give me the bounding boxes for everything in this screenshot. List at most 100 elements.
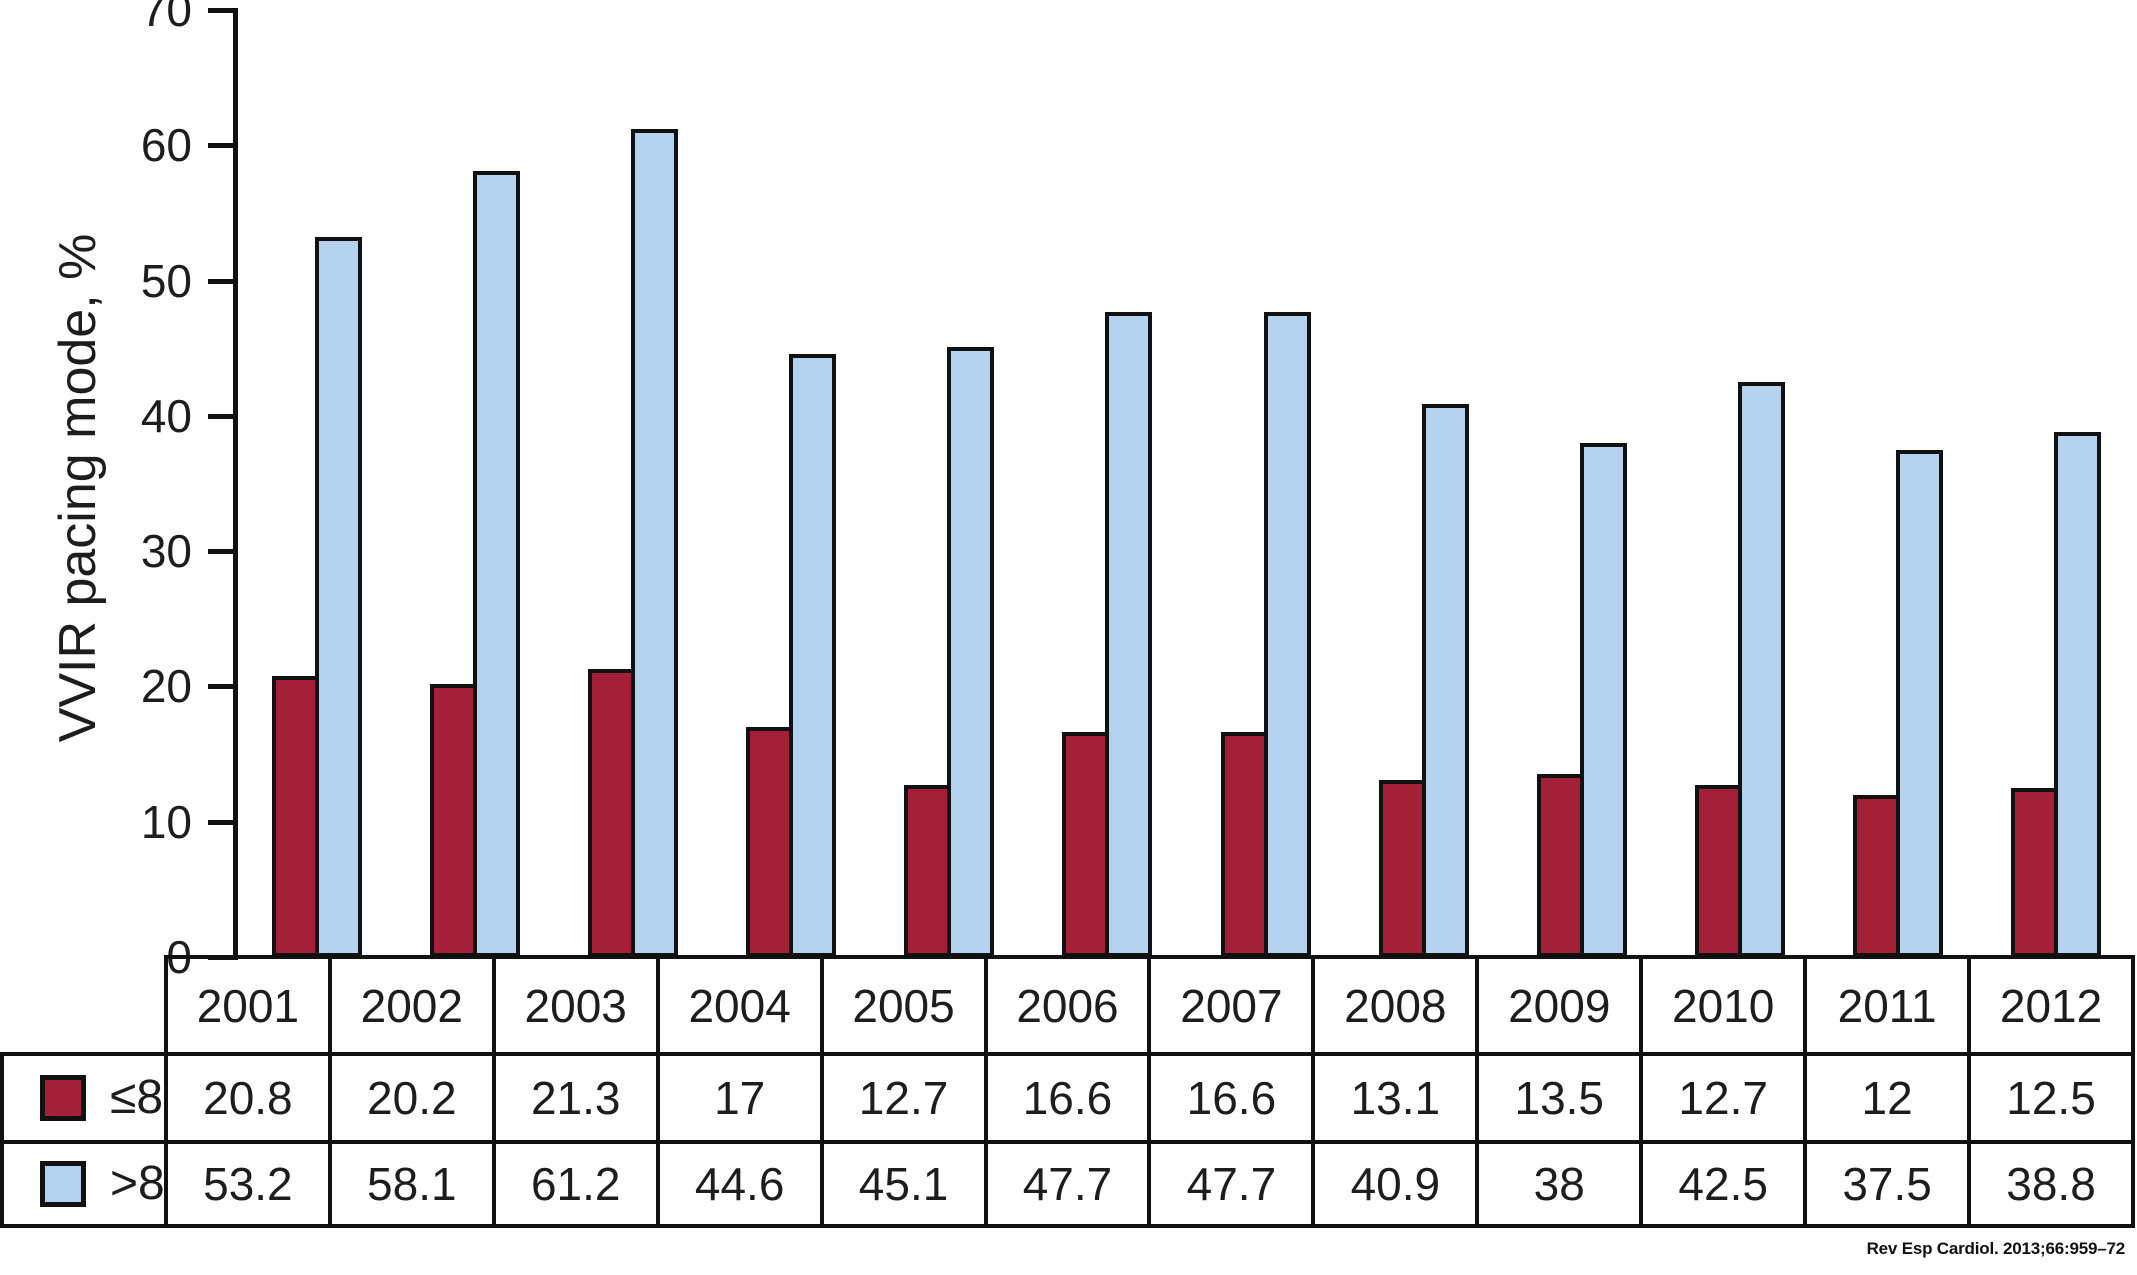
year-cell-2005: 2005 — [819, 955, 988, 1056]
bars-region — [238, 10, 2135, 957]
value-gt80-2010: 42.5 — [1639, 1140, 1808, 1228]
bar-pair-2011 — [1852, 10, 1943, 957]
value-le80-2011: 12 — [1803, 1052, 1972, 1144]
year-cell-2007: 2007 — [1147, 955, 1316, 1056]
year-cell-2001: 2001 — [163, 955, 332, 1056]
y-tick-mark — [208, 8, 238, 13]
bar-gt80-2004 — [789, 353, 837, 957]
bar-pair-2006 — [1062, 10, 1153, 957]
y-tick-mark — [208, 549, 238, 555]
bar-pair-2003 — [588, 10, 679, 957]
value-gt80-2001: 53.2 — [163, 1140, 332, 1228]
bar-le80-2003 — [588, 668, 636, 957]
bar-le80-2011 — [1852, 794, 1900, 957]
value-le80-2010: 12.7 — [1639, 1052, 1808, 1144]
year-header-row: 2001 2002 2003 2004 2005 2006 2007 2008 2009 2010… — [2, 955, 2135, 1056]
year-column-2012 — [1977, 10, 2135, 957]
y-tick-label: 20 — [140, 660, 192, 713]
year-column-2001 — [238, 10, 396, 957]
bar-gt80-2006 — [1105, 311, 1153, 957]
year-cell-2012: 2012 — [1967, 955, 2135, 1056]
value-le80-2001: 20.8 — [163, 1052, 332, 1144]
data-table: 2001 2002 2003 2004 2005 2006 2007 2008 2009 2010… — [0, 955, 2135, 1228]
year-cell-2008: 2008 — [1311, 955, 1480, 1056]
y-tick-mark — [208, 819, 238, 825]
value-le80-2012: 12.5 — [1967, 1052, 2135, 1144]
bar-le80-2006 — [1062, 732, 1110, 957]
year-cell-2002: 2002 — [327, 955, 496, 1056]
y-tick-label: 70 — [140, 0, 192, 36]
value-gt80-2005: 45.1 — [819, 1140, 988, 1228]
year-column-2009 — [1503, 10, 1661, 957]
bar-gt80-2009 — [1579, 442, 1627, 957]
bar-pair-2009 — [1536, 10, 1627, 957]
value-le80-2007: 16.6 — [1147, 1052, 1316, 1144]
bar-gt80-2002 — [473, 171, 521, 957]
value-gt80-2012: 38.8 — [1967, 1140, 2135, 1228]
value-le80-2004: 17 — [655, 1052, 824, 1144]
bar-gt80-2007 — [1263, 311, 1311, 957]
bar-le80-2004 — [746, 727, 794, 957]
value-gt80-2003: 61.2 — [491, 1140, 660, 1228]
plot-area: 0 10 20 30 40 50 60 70 — [141, 0, 2135, 983]
value-gt80-2007: 47.7 — [1147, 1140, 1316, 1228]
year-cell-2003: 2003 — [491, 955, 660, 1056]
bar-pair-2012 — [2010, 10, 2101, 957]
value-le80-2008: 13.1 — [1311, 1052, 1480, 1144]
bar-gt80-2008 — [1421, 403, 1469, 957]
year-column-2005 — [870, 10, 1028, 957]
bar-le80-2002 — [430, 683, 478, 957]
table-corner-spacer — [2, 957, 166, 1054]
y-tick-mark — [208, 278, 238, 284]
legend-swatch-gt80-icon — [40, 1161, 86, 1207]
bar-le80-2005 — [904, 785, 952, 957]
legend-entry-le80: ≤80 — [6, 1074, 162, 1122]
value-gt80-2002: 58.1 — [327, 1140, 496, 1228]
year-column-2011 — [1819, 10, 1977, 957]
value-le80-2005: 12.7 — [819, 1052, 988, 1144]
year-column-2008 — [1345, 10, 1503, 957]
value-le80-2006: 16.6 — [983, 1052, 1152, 1144]
y-tick-label: 10 — [140, 795, 192, 848]
bar-pair-2005 — [904, 10, 995, 957]
value-gt80-2009: 38 — [1475, 1140, 1644, 1228]
legend-label-gt80: >80 — [110, 1157, 165, 1210]
y-axis-line — [233, 8, 238, 959]
value-gt80-2008: 40.9 — [1311, 1140, 1480, 1228]
y-tick-mark — [208, 143, 238, 149]
bar-gt80-2005 — [947, 346, 995, 957]
bar-le80-2008 — [1378, 779, 1426, 957]
y-tick-mark — [208, 413, 238, 419]
bar-pair-2001 — [272, 10, 363, 957]
bar-le80-2010 — [1694, 785, 1742, 957]
bar-gt80-2011 — [1895, 449, 1943, 957]
bar-le80-2012 — [2010, 787, 2058, 957]
value-gt80-2006: 47.7 — [983, 1140, 1152, 1228]
legend-cell-le80: ≤80 — [0, 1052, 168, 1144]
bar-pair-2007 — [1220, 10, 1311, 957]
year-column-2010 — [1661, 10, 1819, 957]
legend-cell-gt80: >80 — [0, 1140, 168, 1228]
value-le80-2002: 20.2 — [327, 1052, 496, 1144]
year-cell-2010: 2010 — [1639, 955, 1808, 1056]
y-tick-label: 40 — [140, 389, 192, 442]
year-cell-2006: 2006 — [983, 955, 1152, 1056]
series-row-le80: ≤80 20.820.221.31712.716.616.613.113.512… — [0, 1052, 2135, 1144]
value-le80-2003: 21.3 — [491, 1052, 660, 1144]
year-column-2003 — [554, 10, 712, 957]
bar-gt80-2012 — [2053, 432, 2101, 957]
year-column-2006 — [1028, 10, 1186, 957]
legend-entry-gt80: >80 — [6, 1157, 165, 1210]
y-tick-label: 60 — [140, 119, 192, 172]
series-row-gt80: >80 53.258.161.244.645.147.747.740.93842… — [0, 1140, 2135, 1228]
bar-pair-2004 — [746, 10, 837, 957]
y-tick-mark — [208, 684, 238, 690]
year-cell-2004: 2004 — [655, 955, 824, 1056]
year-column-2004 — [712, 10, 870, 957]
bar-pair-2002 — [430, 10, 521, 957]
legend-swatch-le80-icon — [40, 1075, 86, 1121]
bar-pair-2008 — [1378, 10, 1469, 957]
bar-gt80-2001 — [315, 237, 363, 957]
year-column-2007 — [1186, 10, 1344, 957]
